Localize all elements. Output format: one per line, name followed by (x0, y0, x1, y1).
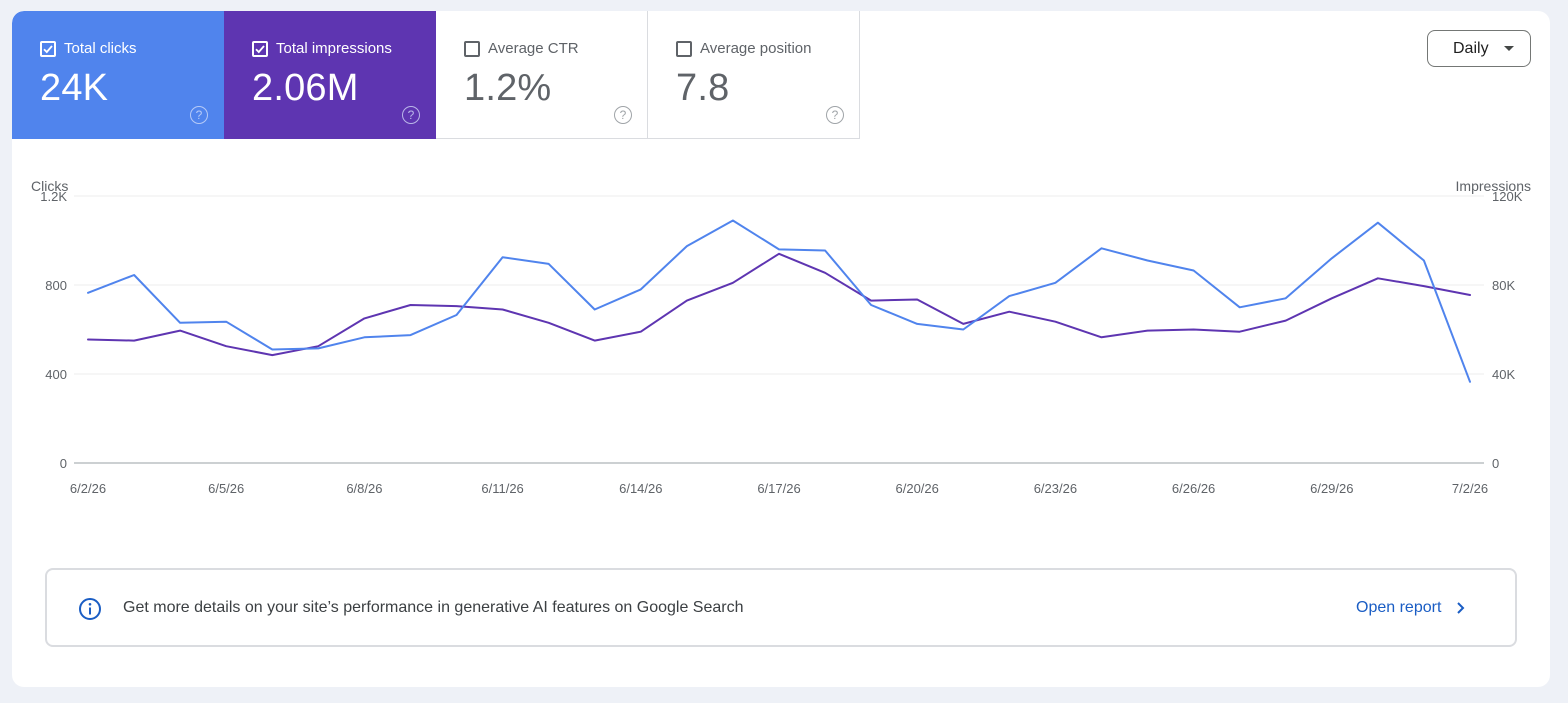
metric-value: 2.06M (252, 67, 359, 109)
left-axis-label: Clicks (31, 178, 68, 194)
help-icon[interactable]: ? (614, 106, 632, 124)
left-tick-label: 0 (60, 456, 67, 471)
x-tick-label: 6/29/26 (1310, 481, 1353, 496)
chevron-right-icon (1457, 602, 1465, 614)
banner-text: Get more details on your site’s performa… (123, 599, 744, 616)
metric-label: Average CTR (488, 40, 579, 57)
x-tick-label: 6/2/26 (70, 481, 106, 496)
checkbox-unchecked-icon[interactable] (676, 41, 692, 57)
dropdown-arrow-icon (1504, 46, 1514, 51)
clicks-series-line (87, 219, 1471, 383)
help-icon[interactable]: ? (402, 106, 420, 124)
right-tick-label: 0 (1492, 456, 1499, 471)
metric-label: Average position (700, 40, 812, 57)
x-tick-label: 6/26/26 (1172, 481, 1215, 496)
left-tick-label: 400 (45, 367, 67, 382)
impressions-series-line (87, 252, 1471, 357)
x-tick-label: 6/11/26 (481, 481, 523, 496)
metric-value: 7.8 (676, 67, 730, 109)
open-report-label: Open report (1356, 599, 1442, 616)
ai-features-banner: Get more details on your site’s performa… (45, 568, 1517, 647)
help-icon[interactable]: ? (190, 106, 208, 124)
metric-value: 1.2% (464, 67, 552, 109)
grid-lines (74, 195, 1484, 464)
x-tick-label: 7/2/26 (1452, 481, 1488, 496)
open-report-link[interactable]: Open report (1356, 599, 1465, 617)
metric-value: 24K (40, 67, 109, 109)
right-axis-label: Impressions (1456, 178, 1531, 194)
performance-card: Total clicks 24K ? Total impressions 2.0… (12, 11, 1550, 687)
granularity-dropdown[interactable]: Daily (1427, 30, 1531, 67)
x-tick-label: 6/14/26 (619, 481, 662, 496)
granularity-selected: Daily (1453, 39, 1489, 57)
right-tick-label: 120K (1492, 189, 1523, 204)
x-tick-label: 6/8/26 (346, 481, 382, 496)
checkbox-unchecked-icon[interactable] (464, 41, 480, 57)
info-icon (79, 598, 101, 620)
metric-average-position[interactable]: Average position 7.8 ? (648, 11, 860, 139)
x-tick-label: 6/23/26 (1034, 481, 1077, 496)
checkbox-checked-icon[interactable] (252, 41, 268, 57)
checkbox-checked-icon[interactable] (40, 41, 56, 57)
right-tick-label: 40K (1492, 367, 1515, 382)
x-tick-label: 6/17/26 (757, 481, 800, 496)
help-icon[interactable]: ? (826, 106, 844, 124)
series-lines (87, 219, 1471, 383)
axis-ticks: 0 0 400 40K 800 80K 1.2K 120K 6/2/26 6/5/26 6/8/26… (40, 189, 1522, 496)
x-tick-label: 6/5/26 (208, 481, 244, 496)
metric-tabs: Total clicks 24K ? Total impressions 2.0… (12, 11, 860, 139)
left-tick-label: 1.2K (40, 189, 67, 204)
metric-label: Total clicks (64, 40, 137, 57)
performance-chart: Clicks Impressions 0 0 400 40K 800 80K 1.2K 120… (31, 178, 1531, 496)
right-tick-label: 80K (1492, 278, 1515, 293)
metric-label: Total impressions (276, 40, 392, 57)
metric-total-clicks[interactable]: Total clicks 24K ? (12, 11, 224, 139)
left-tick-label: 800 (45, 278, 67, 293)
metric-total-impressions[interactable]: Total impressions 2.06M ? (224, 11, 436, 139)
x-tick-label: 6/20/26 (896, 481, 939, 496)
metric-average-ctr[interactable]: Average CTR 1.2% ? (436, 11, 648, 139)
